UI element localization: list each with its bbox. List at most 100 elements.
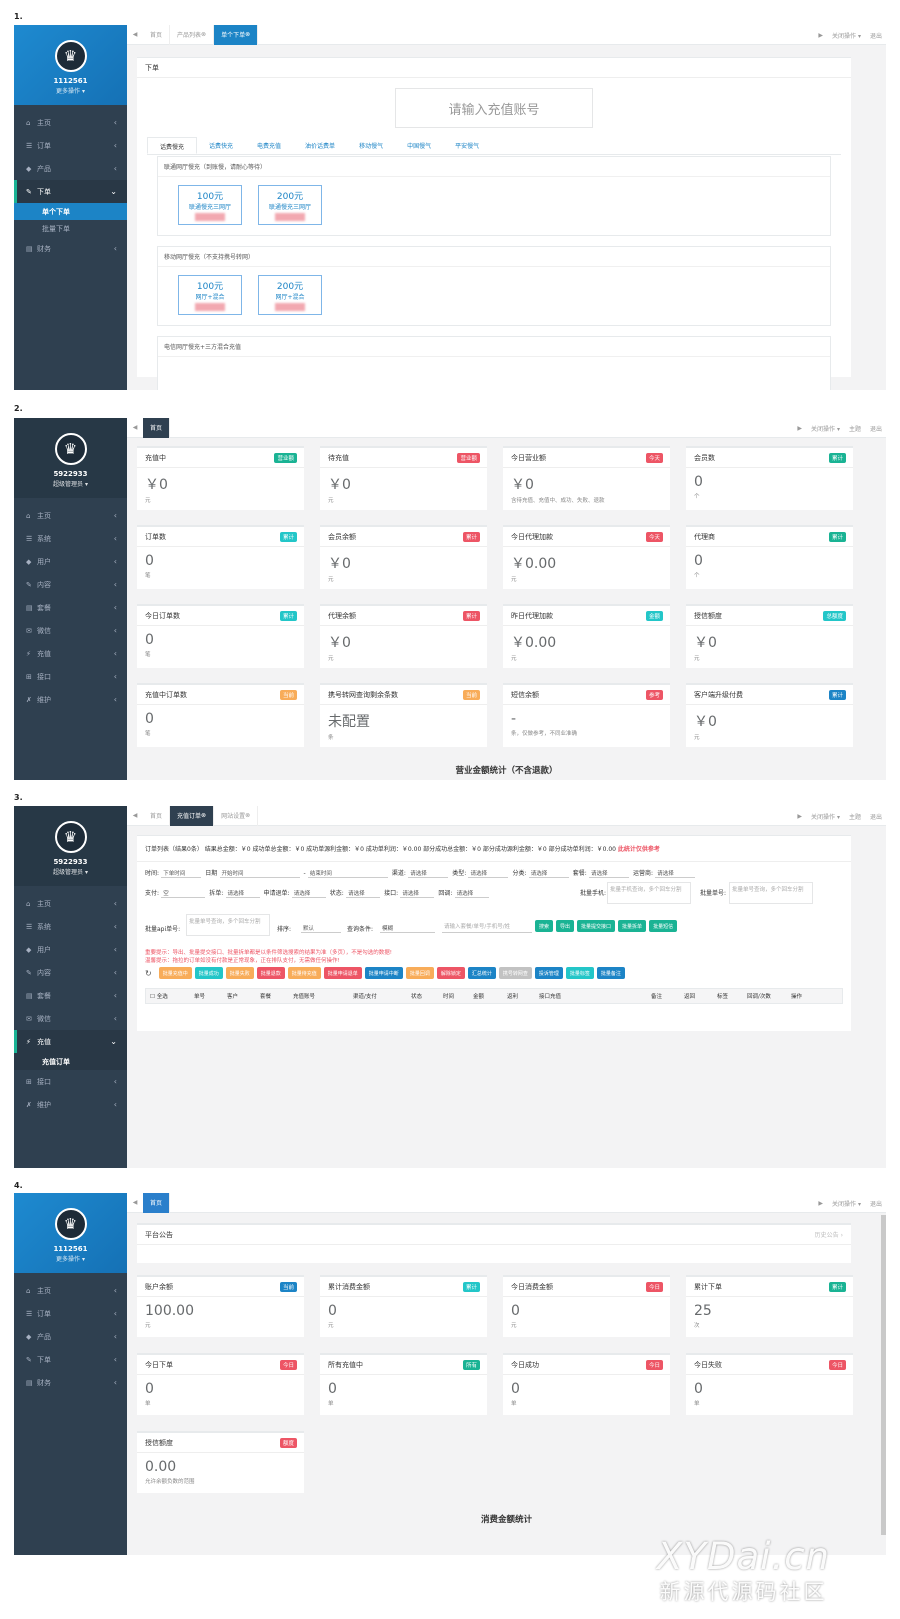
close-icon[interactable]: ⊗ xyxy=(201,31,207,38)
sidebar-item-2[interactable]: ◆ 用户 ‹ xyxy=(14,550,127,573)
toolbar-link-1[interactable]: 退出 xyxy=(869,1200,882,1208)
batch-no-input[interactable]: 批量单号查询，多个回车分割 xyxy=(729,882,813,904)
sidebar-item-4[interactable]: ▤ 套餐 ‹ xyxy=(14,984,127,1007)
account-input[interactable]: 请输入充值账号 xyxy=(395,88,593,128)
toolbar-link-0[interactable]: 关闭操作 ▾ xyxy=(832,1200,861,1208)
sidebar-item-7[interactable]: ⊞ 接口 ‹ xyxy=(14,1070,127,1093)
action-button-1[interactable]: 导出 xyxy=(556,920,575,932)
tab-0[interactable]: 首页 xyxy=(143,418,171,438)
product-item[interactable]: 100元 网厅+混合 xyxy=(178,275,242,315)
toolbar-link-1[interactable]: 退出 xyxy=(869,32,882,40)
batch-button-10[interactable]: 携号转网查 xyxy=(498,967,532,979)
filter-select-1[interactable]: 请选择 xyxy=(225,889,260,898)
tab-2[interactable]: 单个下单 ⊗ xyxy=(214,25,259,45)
user-role-menu[interactable]: 更多操作 ▾ xyxy=(56,88,85,95)
column-header-5[interactable]: 渠道/支付 xyxy=(353,994,377,1000)
tab-0[interactable]: 首页 xyxy=(143,806,171,826)
batch-phone-input[interactable]: 批量手机查询，多个回车分割 xyxy=(607,882,691,904)
tab-next-icon[interactable]: ▶ xyxy=(818,1199,824,1207)
column-header-11[interactable]: 备注 xyxy=(651,994,663,1000)
close-icon[interactable]: ⊗ xyxy=(201,812,207,819)
category-tab-1[interactable]: 话费快充 xyxy=(209,143,234,150)
refresh-icon[interactable]: ↻ xyxy=(145,968,152,978)
column-header-13[interactable]: 标签 xyxy=(717,994,729,1000)
sidebar-item-8[interactable]: ✗ 维护 ‹ xyxy=(14,688,127,711)
scrollbar[interactable] xyxy=(881,1215,886,1535)
column-header-8[interactable]: 金额 xyxy=(473,994,485,1000)
toolbar-link-2[interactable]: 退出 xyxy=(869,813,882,821)
tab-prev-icon[interactable]: ◀ xyxy=(132,424,138,431)
batch-button-9[interactable]: 汇总统计 xyxy=(467,967,496,979)
sidebar-item-5[interactable]: ✉ 微信 ‹ xyxy=(14,619,127,642)
toolbar-link-1[interactable]: 主题 xyxy=(848,425,861,433)
batch-button-12[interactable]: 批量标签 xyxy=(565,967,594,979)
action-button-2[interactable]: 批量提交接口 xyxy=(577,920,616,932)
tab-1[interactable]: 充值订单 ⊗ xyxy=(170,806,215,826)
batch-button-6[interactable]: 批量申请中断 xyxy=(364,967,403,979)
history-notice-link[interactable]: 历史公告 › xyxy=(814,1232,843,1239)
tab-0[interactable]: 首页 xyxy=(143,1193,171,1213)
batch-button-4[interactable]: 批量待充值 xyxy=(287,967,321,979)
sidebar-item-0[interactable]: ⌂ 主页 ‹ xyxy=(14,111,127,134)
filter-select-4[interactable]: 请选择 xyxy=(468,869,509,878)
user-role-menu[interactable]: 超级管理员 ▾ xyxy=(53,481,88,488)
category-tab-3[interactable]: 油价话费单 xyxy=(305,143,336,150)
batch-button-13[interactable]: 批量备注 xyxy=(596,967,625,979)
filter-select-4[interactable]: 请选择 xyxy=(400,889,435,898)
filter-select-2[interactable]: 请选择 xyxy=(291,889,326,898)
filter-select-3[interactable]: 请选择 xyxy=(408,869,449,878)
sidebar-item-2[interactable]: ◆ 产品 ‹ xyxy=(14,1325,127,1348)
column-header-0[interactable]: ☐ 全选 xyxy=(150,994,168,1000)
tab-1[interactable]: 产品列表 ⊗ xyxy=(170,25,215,45)
close-icon[interactable]: ⊗ xyxy=(245,31,251,38)
tab-0[interactable]: 首页 xyxy=(143,25,171,45)
sidebar-item-4[interactable]: ▤ 财务 ‹ xyxy=(14,237,127,260)
toolbar-link-0[interactable]: 关闭操作 ▾ xyxy=(811,425,840,433)
filter-select-2[interactable]: 结束时间 xyxy=(307,869,388,878)
tab-next-icon[interactable]: ▶ xyxy=(818,31,824,39)
batch-button-7[interactable]: 批量回调 xyxy=(405,967,434,979)
filter-select-1[interactable]: 开始时间 xyxy=(219,869,300,878)
sidebar-item-0[interactable]: ⌂ 主页 ‹ xyxy=(14,504,127,527)
toolbar-link-0[interactable]: 关闭操作 ▾ xyxy=(832,32,861,40)
search-input[interactable]: 请输入套餐/单号/手机号/姓 xyxy=(442,920,532,933)
tab-2[interactable]: 网站设置 ⊗ xyxy=(214,806,259,826)
avatar[interactable]: ♛ xyxy=(54,40,87,72)
column-header-9[interactable]: 返利 xyxy=(507,994,519,1000)
tab-prev-icon[interactable]: ◀ xyxy=(132,31,138,38)
api-input[interactable]: 批量单号查询，多个回车分割 xyxy=(186,914,270,936)
batch-button-1[interactable]: 批量成功 xyxy=(194,967,223,979)
toolbar-link-1[interactable]: 主题 xyxy=(848,813,861,821)
sidebar-item-0[interactable]: ⌂ 主页 ‹ xyxy=(14,1279,127,1302)
action-button-3[interactable]: 批量拆单 xyxy=(618,920,647,932)
batch-button-3[interactable]: 批量退款 xyxy=(256,967,285,979)
column-header-14[interactable]: 回调/次数 xyxy=(747,994,771,1000)
sidebar-item-3[interactable]: ✎ 下单 ‹ xyxy=(14,1348,127,1371)
sidebar-item-3[interactable]: ✎ 下单 ⌄ xyxy=(14,180,127,203)
filter-select-7[interactable]: 请选择 xyxy=(655,869,696,878)
column-header-4[interactable]: 充值账号 xyxy=(293,994,316,1000)
product-item[interactable]: 100元 联通慢充三网厅 xyxy=(178,185,242,225)
filter-select-6[interactable]: 请选择 xyxy=(588,869,629,878)
column-header-10[interactable]: 接口充值 xyxy=(539,994,562,1000)
cond-select[interactable]: 模糊 xyxy=(380,924,435,933)
column-header-12[interactable]: 返回 xyxy=(684,994,696,1000)
sidebar-item-7[interactable]: ⊞ 接口 ‹ xyxy=(14,665,127,688)
sidebar-subitem-1[interactable]: 批量下单 xyxy=(42,224,70,233)
sidebar-subitem-0[interactable]: 单个下单 xyxy=(14,203,127,220)
filter-select-5[interactable]: 请选择 xyxy=(454,889,489,898)
category-tab-2[interactable]: 电费充值 xyxy=(257,143,282,150)
toolbar-link-0[interactable]: 关闭操作 ▾ xyxy=(811,813,840,821)
filter-select-0[interactable]: 空 xyxy=(161,889,206,898)
sidebar-item-4[interactable]: ▤ 财务 ‹ xyxy=(14,1371,127,1394)
sidebar-item-6[interactable]: ⚡ 充值 ⌄ xyxy=(14,1030,127,1053)
category-tab-4[interactable]: 移动慢气 xyxy=(359,143,384,150)
action-button-0[interactable]: 搜索 xyxy=(535,920,554,932)
sidebar-item-1[interactable]: ☰ 系统 ‹ xyxy=(14,527,127,550)
column-header-3[interactable]: 套餐 xyxy=(260,994,272,1000)
sidebar-item-3[interactable]: ✎ 内容 ‹ xyxy=(14,961,127,984)
tab-next-icon[interactable]: ▶ xyxy=(797,424,803,432)
avatar[interactable]: ♛ xyxy=(54,1208,87,1240)
column-header-1[interactable]: 单号 xyxy=(194,994,206,1000)
category-tab-5[interactable]: 中国慢气 xyxy=(407,143,432,150)
